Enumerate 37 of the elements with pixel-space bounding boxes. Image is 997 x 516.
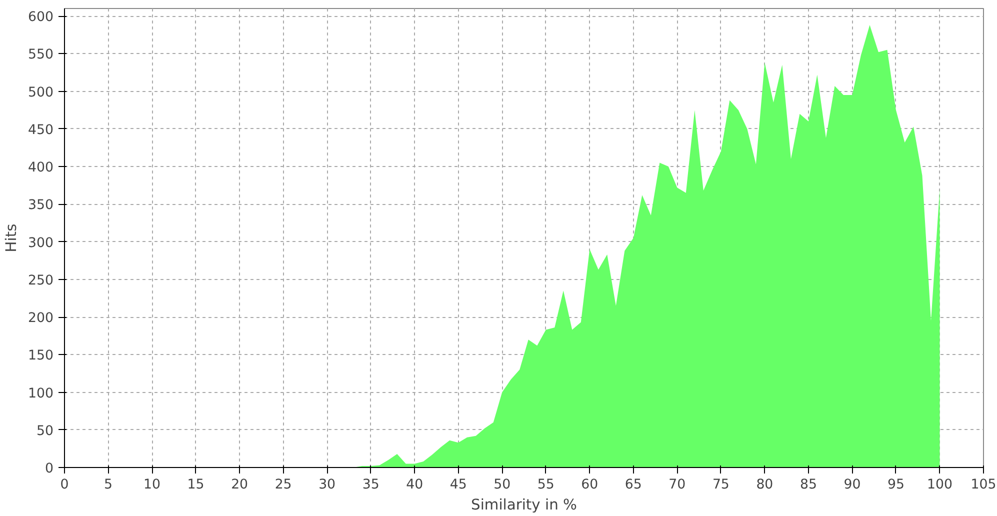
x-tick-label: 15 [187,478,204,492]
x-tick-label: 75 [712,478,730,492]
x-tick-label: 0 [60,478,69,492]
x-tick-label: 10 [144,478,161,492]
y-tick-label: 350 [28,198,54,214]
x-tick-label: 45 [450,478,467,492]
x-tick-label: 5 [104,478,113,492]
y-tick-label: 600 [28,10,54,26]
y-tick-label: 150 [28,348,54,364]
x-tick-label: 70 [668,478,686,492]
x-tick-label: 25 [274,478,292,492]
y-tick-label: 550 [28,48,54,63]
x-tick-label: 80 [756,478,774,492]
x-tick-label: 55 [537,478,554,492]
x-tick-label: 85 [800,478,817,492]
y-tick-label: 250 [28,273,54,288]
x-tick-label: 35 [362,478,380,492]
x-tick-label: 105 [970,478,996,492]
y-tick-label: 200 [28,311,54,326]
y-tick-label: 100 [28,386,54,402]
x-tick-label: 30 [318,478,336,492]
y-tick-label: 500 [28,85,54,100]
y-tick-label: 50 [36,424,54,439]
y-axis-title: Hits [3,224,20,252]
x-axis-title: Similarity in % [471,496,578,514]
y-tick-label: 450 [28,122,54,138]
x-tick-label: 40 [406,478,424,492]
x-tick-label: 50 [494,478,511,492]
y-tick-label: 0 [45,462,54,476]
x-tick-label: 20 [231,478,248,492]
x-tick-label: 100 [927,478,952,492]
y-tick-label: 400 [28,160,54,176]
y-tick-label: 300 [28,236,54,251]
x-tick-label: 95 [887,478,904,492]
x-tick-label: 90 [844,478,861,492]
x-tick-label: 65 [624,478,642,492]
x-tick-label: 60 [581,478,598,492]
